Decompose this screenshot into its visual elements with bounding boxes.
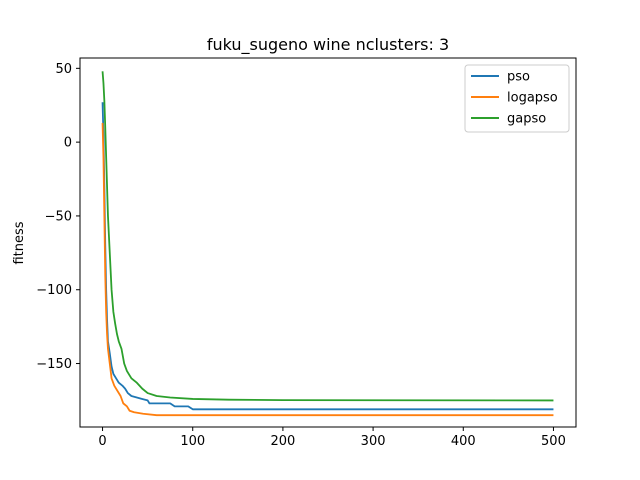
y-tick-label: −100	[36, 283, 72, 298]
plot-lines	[101, 71, 554, 417]
plot-frame	[79, 57, 577, 428]
legend-label-pso: pso	[507, 70, 530, 85]
x-tick-label: 100	[180, 434, 205, 449]
x-tick-label: 0	[98, 434, 106, 449]
legend-label-logapso: logapso	[507, 91, 558, 106]
y-axis-ticks: 50 0 −50 −100 −150	[36, 62, 80, 372]
legend-box	[464, 64, 570, 133]
x-tick-label: 500	[541, 434, 566, 449]
series-line-logapso	[101, 122, 554, 417]
y-axis-label: fitness	[12, 221, 27, 264]
x-axis-ticks: 0 100 200 300 400 500	[98, 427, 566, 449]
y-tick-label: −150	[36, 357, 72, 372]
x-tick-label: 300	[361, 434, 386, 449]
y-tick-label: 0	[64, 136, 72, 151]
chart-title: fuku_sugeno wine nclusters: 3	[207, 35, 449, 55]
series-line-gapso	[101, 71, 554, 402]
legend-label-gapso: gapso	[507, 112, 546, 127]
x-tick-label: 400	[451, 434, 476, 449]
y-tick-label: −50	[45, 209, 72, 224]
legend: pso logapso gapso	[464, 64, 570, 133]
x-tick-label: 200	[270, 434, 295, 449]
y-tick-label: 50	[55, 62, 72, 77]
